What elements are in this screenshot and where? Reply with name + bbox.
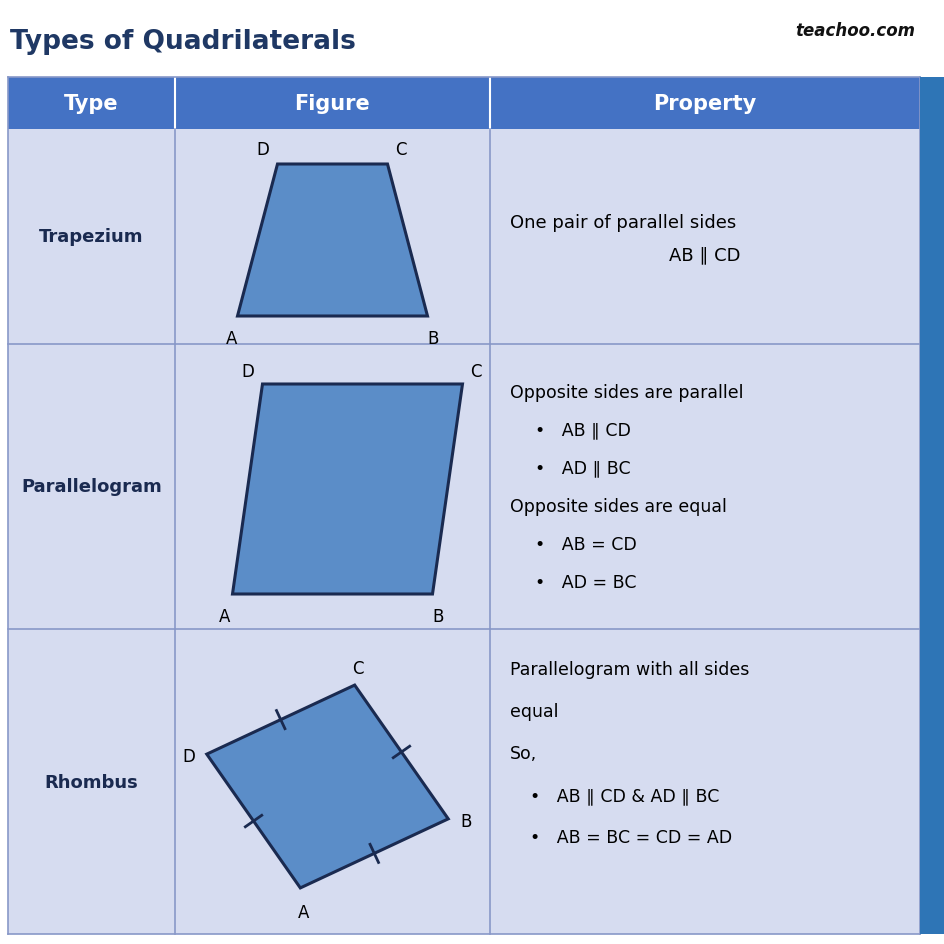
Text: equal: equal [510, 702, 558, 720]
Polygon shape [207, 685, 447, 888]
Text: Property: Property [652, 93, 756, 114]
Text: Opposite sides are parallel: Opposite sides are parallel [510, 383, 743, 401]
Text: So,: So, [510, 744, 537, 762]
Text: D: D [257, 141, 269, 159]
Bar [919, 78, 944, 934]
Text: B: B [460, 812, 471, 830]
Text: D: D [242, 362, 254, 380]
Text: Trapezium: Trapezium [40, 228, 143, 246]
Text: •   AD ∥ BC: • AD ∥ BC [534, 459, 630, 477]
Text: Rhombus: Rhombus [44, 773, 138, 791]
Text: Parallelogram: Parallelogram [21, 478, 161, 496]
Text: One pair of parallel sides: One pair of parallel sides [510, 214, 735, 232]
Text: B: B [428, 329, 439, 347]
Bar [8, 630, 919, 934]
Polygon shape [237, 165, 427, 316]
Text: Opposite sides are equal: Opposite sides are equal [510, 497, 726, 515]
Bar [8, 78, 919, 130]
Text: C: C [396, 141, 407, 159]
Text: A: A [219, 607, 230, 625]
Text: •   AD = BC: • AD = BC [534, 573, 636, 591]
Text: B: B [432, 607, 444, 625]
Bar [8, 345, 919, 630]
Text: Type: Type [64, 93, 119, 114]
Text: •   AB ∥ CD: • AB ∥ CD [534, 421, 631, 439]
Text: •   AB = CD: • AB = CD [534, 535, 636, 553]
Text: C: C [351, 659, 363, 678]
Text: Parallelogram with all sides: Parallelogram with all sides [510, 660, 749, 679]
Text: A: A [226, 329, 237, 347]
Bar [8, 130, 919, 345]
Text: teachoo.com: teachoo.com [794, 22, 914, 40]
Text: Figure: Figure [295, 93, 370, 114]
Text: D: D [181, 748, 194, 766]
Text: A: A [297, 903, 309, 921]
Text: •   AB = BC = CD = AD: • AB = BC = CD = AD [530, 828, 732, 846]
Polygon shape [232, 384, 462, 595]
Text: C: C [470, 362, 481, 380]
Text: Types of Quadrilaterals: Types of Quadrilaterals [10, 29, 356, 55]
Text: AB ∥ CD: AB ∥ CD [668, 246, 740, 264]
Text: •   AB ∥ CD & AD ∥ BC: • AB ∥ CD & AD ∥ BC [530, 786, 718, 804]
